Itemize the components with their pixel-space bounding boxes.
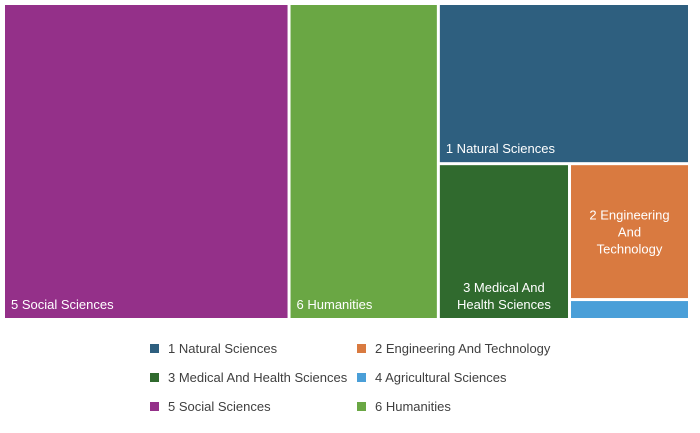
legend-label: 1 Natural Sciences — [168, 340, 278, 356]
legend-label: 5 Social Sciences — [168, 398, 271, 414]
legend-swatch — [357, 401, 366, 411]
tile-label-medical-and-health-sciences: 3 Medical And Health Sciences — [457, 280, 551, 312]
legend-swatch — [150, 343, 159, 353]
legend-label: 2 Engineering And Technology — [375, 340, 551, 356]
legend-swatch — [357, 343, 366, 353]
legend-item-humanities: 6 Humanities — [357, 396, 570, 416]
legend-item-agricultural-sciences: 4 Agricultural Sciences — [357, 367, 570, 387]
tile-label-social-sciences: 5 Social Sciences — [11, 297, 114, 312]
legend-item-natural-sciences: 1 Natural Sciences — [150, 338, 357, 358]
treemap-chart: 5 Social Sciences 6 Humanities 1 Natural S… — [5, 5, 688, 318]
legend-label: 4 Agricultural Sciences — [375, 369, 507, 385]
tile-humanities — [290, 5, 437, 318]
legend-swatch — [150, 401, 159, 411]
legend-swatch — [150, 372, 159, 382]
tile-medical-and-health-sciences — [439, 165, 569, 318]
tile-social-sciences — [5, 5, 288, 318]
tile-engineering-and-technology — [571, 165, 688, 299]
legend: 1 Natural Sciences 2 Engineering And Tec… — [150, 338, 570, 416]
tile-label-natural-sciences: 1 Natural Sciences — [446, 141, 556, 156]
tile-label-engineering-and-technology: 2 Engineering And Technology — [589, 208, 669, 257]
legend-item-engineering-technology: 2 Engineering And Technology — [357, 338, 570, 358]
tile-natural-sciences — [439, 5, 688, 163]
legend-item-social-sciences: 5 Social Sciences — [150, 396, 357, 416]
legend-swatch — [357, 372, 366, 382]
tile-label-humanities: 6 Humanities — [297, 297, 373, 312]
legend-label: 3 Medical And Health Sciences — [168, 369, 348, 385]
legend-label: 6 Humanities — [375, 398, 451, 414]
legend-item-medical-health-sciences: 3 Medical And Health Sciences — [150, 367, 357, 387]
tile-agricultural-sciences — [571, 301, 688, 318]
